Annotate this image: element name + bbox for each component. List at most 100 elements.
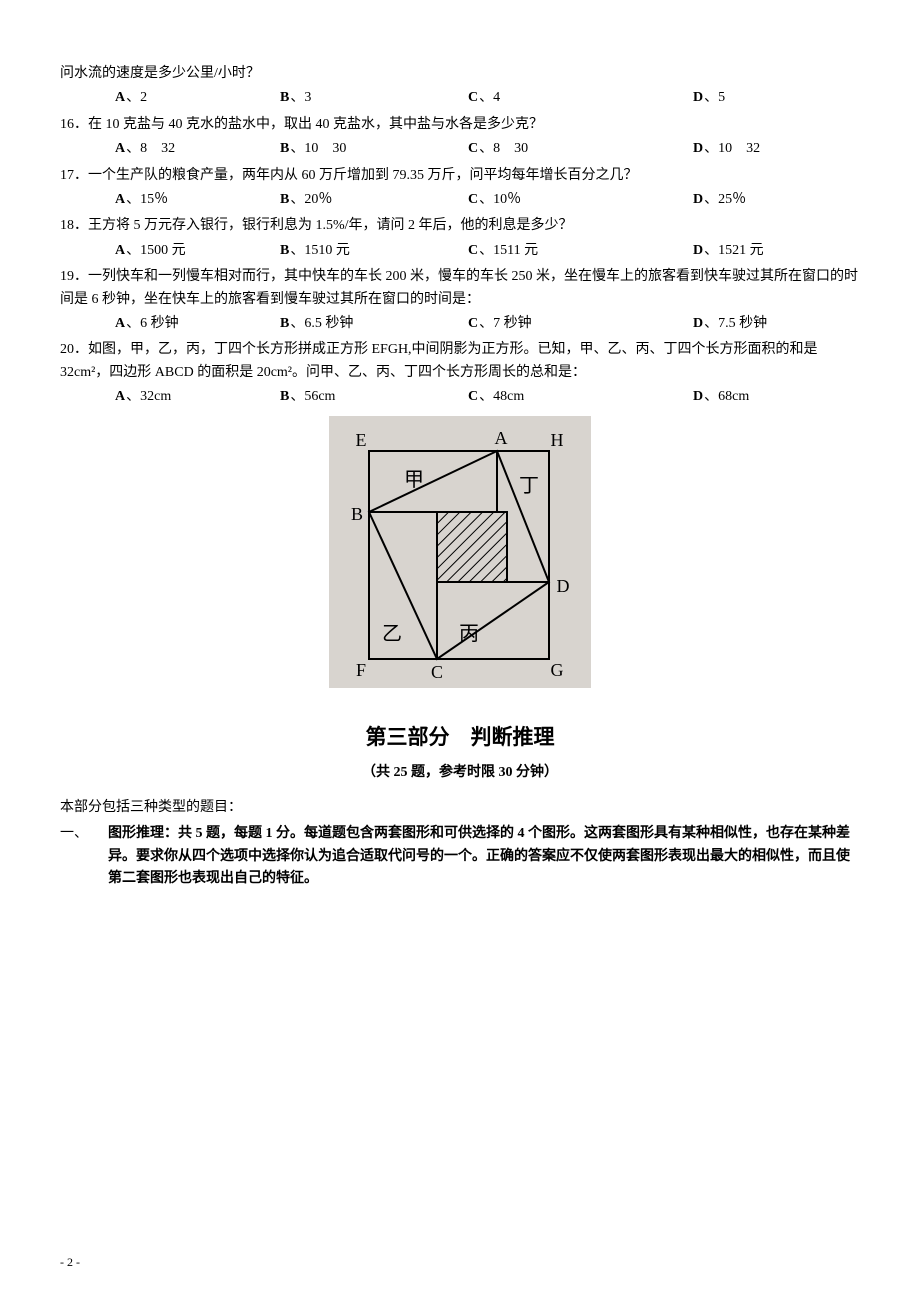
label-C: C — [431, 662, 443, 682]
q17-option-d: D、25％ — [693, 189, 860, 211]
q20-option-c: C、48cm — [468, 386, 693, 408]
q17-option-c: C、10％ — [468, 189, 693, 211]
section3-title: 第三部分 判断推理 — [60, 721, 860, 755]
q15-option-b: B、3 — [280, 87, 468, 109]
q16-options: A、8 32 B、10 30 C、8 30 D、10 32 — [60, 138, 860, 160]
q17-options: A、15％ B、20％ C、10％ D、25％ — [60, 189, 860, 211]
q16-d-text: 10 32 — [718, 138, 760, 160]
q20-options: A、32cm B、56cm C、48cm D、68cm — [60, 386, 860, 408]
q16-a-text: 8 32 — [140, 138, 175, 160]
q20-figure: E H F G A B C D 甲 丁 乙 丙 — [60, 416, 860, 696]
q18-option-d: D、1521 元 — [693, 240, 860, 262]
q16-option-a: A、8 32 — [115, 138, 280, 160]
option-label-d: D — [693, 386, 703, 408]
q20-d-text: 68cm — [718, 386, 749, 408]
label-F: F — [356, 660, 366, 680]
q17-option-b: B、20％ — [280, 189, 468, 211]
q19-options: A、6 秒钟 B、6.5 秒钟 C、7 秒钟 D、7.5 秒钟 — [60, 313, 860, 335]
option-label-c: C — [468, 240, 478, 262]
q20-text: 20．如图，甲，乙，丙，丁四个长方形拼成正方形 EFGH,中间阴影为正方形。已知… — [60, 339, 860, 384]
label-B: B — [351, 504, 363, 524]
inner-shaded-square — [437, 512, 507, 582]
q15-option-a: A、2 — [115, 87, 280, 109]
q18-b-text: 1510 元 — [304, 240, 350, 262]
q19-text: 19．一列快车和一列慢车相对而行，其中快车的车长 200 米，慢车的车长 250… — [60, 266, 860, 311]
q18-c-text: 1511 元 — [493, 240, 538, 262]
label-bing: 丙 — [459, 623, 479, 645]
q15-option-d: D、5 — [693, 87, 860, 109]
q20-c-text: 48cm — [493, 386, 524, 408]
q16-option-d: D、10 32 — [693, 138, 860, 160]
option-label-b: B — [280, 313, 289, 335]
option-label-c: C — [468, 87, 478, 109]
q20-option-d: D、68cm — [693, 386, 860, 408]
q16-option-b: B、10 30 — [280, 138, 468, 160]
option-label-d: D — [693, 138, 703, 160]
section3-intro: 本部分包括三种类型的题目： — [60, 797, 860, 819]
q17-a-text: 15％ — [140, 189, 168, 211]
label-G: G — [551, 660, 564, 680]
q17-b-text: 20％ — [304, 189, 332, 211]
option-label-b: B — [280, 87, 289, 109]
label-jia: 甲 — [404, 469, 424, 491]
label-yi: 乙 — [382, 623, 402, 645]
option-label-b: B — [280, 386, 289, 408]
option-label-d: D — [693, 189, 703, 211]
q18-d-text: 1521 元 — [718, 240, 764, 262]
option-label-a: A — [115, 138, 125, 160]
q16-option-c: C、8 30 — [468, 138, 693, 160]
option-label-b: B — [280, 240, 289, 262]
label-A: A — [495, 428, 508, 448]
q18-a-text: 1500 元 — [140, 240, 186, 262]
q19-option-b: B、6.5 秒钟 — [280, 313, 468, 335]
q17-c-text: 10％ — [493, 189, 521, 211]
q20-a-text: 32cm — [140, 386, 171, 408]
q15-d-text: 5 — [718, 87, 725, 109]
page-number: - 2 - — [60, 1253, 80, 1272]
q17-d-text: 25％ — [718, 189, 746, 211]
option-label-d: D — [693, 313, 703, 335]
section3-sub1: 一、 图形推理：共 5 题，每题 1 分。每道题包含两套图形和可供选择的 4 个… — [60, 823, 860, 890]
q18-option-a: A、1500 元 — [115, 240, 280, 262]
label-H: H — [551, 430, 564, 450]
option-label-a: A — [115, 240, 125, 262]
q16-b-text: 10 30 — [304, 138, 346, 160]
q17-option-a: A、15％ — [115, 189, 280, 211]
option-label-a: A — [115, 386, 125, 408]
q15-option-c: C、4 — [468, 87, 693, 109]
q17-text: 17．一个生产队的粮食产量，两年内从 60 万斤增加到 79.35 万斤，问平均… — [60, 165, 860, 187]
q19-option-a: A、6 秒钟 — [115, 313, 280, 335]
q19-option-d: D、7.5 秒钟 — [693, 313, 860, 335]
q15-b-text: 3 — [304, 87, 311, 109]
option-label-a: A — [115, 313, 125, 335]
section3-sub1-text: 图形推理：共 5 题，每题 1 分。每道题包含两套图形和可供选择的 4 个图形。… — [108, 823, 860, 890]
q15-a-text: 2 — [140, 87, 147, 109]
q20-option-a: A、32cm — [115, 386, 280, 408]
q18-option-b: B、1510 元 — [280, 240, 468, 262]
section3-sub1-num: 一、 — [60, 823, 108, 890]
option-label-b: B — [280, 138, 289, 160]
q18-option-c: C、1511 元 — [468, 240, 693, 262]
q15-continuation: 问水流的速度是多少公里/小时？ — [60, 63, 860, 85]
q18-text: 18．王方将 5 万元存入银行，银行利息为 1.5%/年，请问 2 年后，他的利… — [60, 215, 860, 237]
q19-b-text: 6.5 秒钟 — [304, 313, 353, 335]
q19-c-text: 7 秒钟 — [493, 313, 532, 335]
label-E: E — [356, 430, 367, 450]
q18-options: A、1500 元 B、1510 元 C、1511 元 D、1521 元 — [60, 240, 860, 262]
option-label-d: D — [693, 240, 703, 262]
option-label-d: D — [693, 87, 703, 109]
q19-option-c: C、7 秒钟 — [468, 313, 693, 335]
q19-d-text: 7.5 秒钟 — [718, 313, 767, 335]
option-label-a: A — [115, 87, 125, 109]
q15-options: A、2 B、3 C、4 D、5 — [60, 87, 860, 109]
section3-subtitle: （共 25 题，参考时限 30 分钟） — [60, 762, 860, 784]
geometry-diagram: E H F G A B C D 甲 丁 乙 丙 — [329, 416, 591, 688]
label-D: D — [557, 576, 570, 596]
q16-c-text: 8 30 — [493, 138, 528, 160]
option-label-a: A — [115, 189, 125, 211]
q20-option-b: B、56cm — [280, 386, 468, 408]
option-label-c: C — [468, 386, 478, 408]
q19-a-text: 6 秒钟 — [140, 313, 179, 335]
option-label-c: C — [468, 313, 478, 335]
q16-text: 16．在 10 克盐与 40 克水的盐水中，取出 40 克盐水，其中盐与水各是多… — [60, 114, 860, 136]
